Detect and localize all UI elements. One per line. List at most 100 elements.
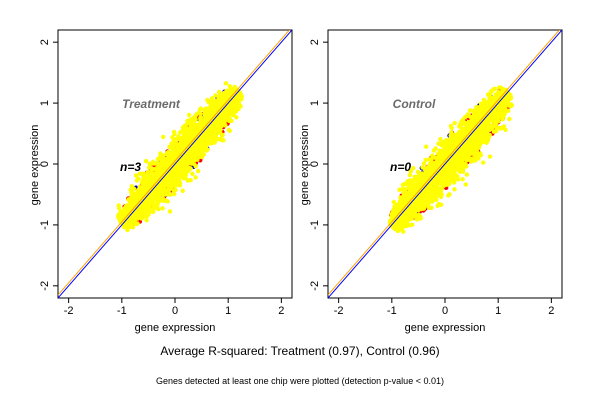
data-point xyxy=(193,147,198,152)
data-point xyxy=(160,206,165,211)
data-point xyxy=(189,154,194,159)
data-point xyxy=(130,190,135,195)
y-tick-label: 2 xyxy=(39,39,51,45)
x-tick-label: -2 xyxy=(64,305,74,317)
data-point xyxy=(238,96,243,101)
data-point xyxy=(173,187,178,193)
data-point xyxy=(150,193,155,199)
data-point xyxy=(175,151,181,157)
data-point xyxy=(213,101,218,107)
data-point xyxy=(213,93,218,98)
data-point xyxy=(193,113,198,119)
data-point xyxy=(229,103,234,108)
data-point xyxy=(204,117,209,123)
data-point xyxy=(153,167,158,172)
data-point xyxy=(125,209,131,214)
data-point xyxy=(151,204,157,209)
data-point xyxy=(478,151,483,156)
data-point xyxy=(452,187,457,192)
data-point xyxy=(142,210,148,216)
data-point xyxy=(223,123,228,128)
panel-title: Treatment xyxy=(122,97,181,111)
data-point xyxy=(145,184,150,189)
y-tick-label: 1 xyxy=(39,100,51,106)
data-point xyxy=(183,131,188,136)
data-point xyxy=(403,182,409,187)
data-point xyxy=(173,180,178,186)
data-point xyxy=(126,203,131,208)
data-point xyxy=(201,142,207,148)
data-point xyxy=(122,213,127,218)
x-axis: -2 -1 0 1 2 xyxy=(64,298,284,317)
data-point xyxy=(503,127,508,132)
data-point xyxy=(222,96,227,102)
data-point xyxy=(216,118,221,124)
data-point xyxy=(222,120,227,125)
data-point xyxy=(226,127,232,133)
data-point xyxy=(165,150,170,156)
data-point xyxy=(127,214,132,220)
count-annotation: n=3 xyxy=(120,160,141,174)
data-point xyxy=(198,115,203,121)
data-point xyxy=(116,203,121,208)
data-point xyxy=(437,141,442,146)
data-point xyxy=(222,112,227,117)
data-point xyxy=(201,136,206,142)
data-point xyxy=(210,96,215,101)
data-point xyxy=(135,221,140,226)
data-point xyxy=(193,130,199,135)
data-point xyxy=(435,151,441,156)
data-point xyxy=(156,206,161,212)
data-point xyxy=(189,133,194,138)
data-point xyxy=(169,141,174,146)
data-point xyxy=(171,191,177,197)
data-point xyxy=(160,196,166,201)
data-point xyxy=(207,106,213,111)
data-point xyxy=(153,187,158,193)
data-point xyxy=(226,90,232,95)
data-point xyxy=(189,126,194,131)
data-point xyxy=(188,178,193,183)
y-tick-label: 0 xyxy=(39,161,51,167)
data-point xyxy=(158,151,163,156)
data-point xyxy=(155,199,161,204)
data-point xyxy=(167,209,173,214)
data-point xyxy=(177,143,182,148)
data-point xyxy=(161,166,166,171)
identity-line xyxy=(58,30,292,298)
data-point xyxy=(419,171,425,176)
data-point xyxy=(202,108,207,113)
data-points xyxy=(116,81,244,233)
data-point xyxy=(457,169,462,174)
data-point xyxy=(208,114,213,119)
data-point xyxy=(161,134,166,140)
data-point xyxy=(210,138,216,143)
data-point xyxy=(449,125,454,131)
data-point xyxy=(421,161,427,166)
data-point xyxy=(225,113,230,118)
data-point xyxy=(141,175,146,181)
data-point xyxy=(152,161,157,166)
data-point xyxy=(118,220,123,225)
reference-lines xyxy=(58,30,292,298)
data-point xyxy=(226,94,231,99)
x-tick-label: -1 xyxy=(117,305,127,317)
data-point xyxy=(168,159,174,164)
data-point xyxy=(230,109,235,114)
data-point xyxy=(185,121,190,126)
y-tick-label: -1 xyxy=(39,220,51,230)
data-point xyxy=(158,190,163,195)
data-point xyxy=(144,218,149,223)
data-point xyxy=(234,115,239,120)
data-point xyxy=(223,81,229,86)
data-point xyxy=(126,197,131,202)
data-point xyxy=(233,98,238,104)
data-point xyxy=(162,186,167,191)
data-point xyxy=(194,126,199,131)
data-point xyxy=(201,152,206,157)
data-point xyxy=(438,136,443,142)
data-point xyxy=(403,187,408,192)
